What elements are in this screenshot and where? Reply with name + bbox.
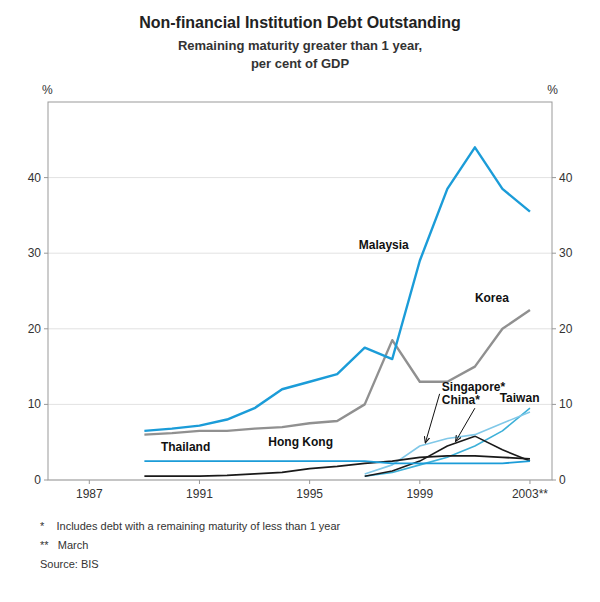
series-label: Malaysia [359, 238, 409, 252]
plot-frame [48, 102, 552, 480]
x-tick-label: 1991 [186, 487, 213, 501]
footnote: ** March [40, 539, 88, 551]
y2-tick-label: 30 [559, 246, 573, 260]
x-tick [309, 480, 310, 484]
line [144, 147, 530, 431]
series-label: China* [442, 393, 480, 407]
y-tick [44, 404, 48, 405]
x-tick [89, 480, 90, 484]
lines [144, 147, 530, 476]
y2-tick [552, 253, 556, 254]
y-tick [44, 253, 48, 254]
y2-tick-label: 20 [559, 322, 573, 336]
y2-tick [552, 328, 556, 329]
grid-line [48, 328, 552, 329]
y-tick-label: 20 [28, 322, 42, 336]
chart: Non-financial Institution Debt Outstandi… [0, 0, 600, 602]
grid [48, 178, 552, 480]
series-label: Thailand [161, 440, 210, 454]
y2-tick [552, 480, 556, 481]
y2-tick [552, 177, 556, 178]
line [365, 412, 530, 474]
y-axis-label: % [42, 83, 53, 97]
series-label: Korea [475, 291, 509, 305]
footnote: Source: BIS [40, 558, 99, 570]
footnote: * Includes debt with a remaining maturit… [40, 520, 341, 532]
y-tick-label: 40 [28, 171, 42, 185]
subtitle: Remaining maturity greater than 1 year, [178, 38, 422, 53]
x-tick-label: 1995 [296, 487, 323, 501]
grid-line [48, 177, 552, 178]
x-tick-label: 1999 [406, 487, 433, 501]
y2-tick-label: 0 [559, 473, 566, 487]
y-tick [44, 177, 48, 178]
x-tick [199, 480, 200, 484]
y2-tick-label: 10 [559, 397, 573, 411]
y-tick-label: 10 [28, 397, 42, 411]
y2-tick [552, 404, 556, 405]
series-label: Taiwan [500, 391, 540, 405]
x-tick [529, 480, 530, 484]
arrow [456, 408, 475, 441]
subtitle: per cent of GDP [251, 56, 350, 71]
grid-line [48, 253, 552, 254]
series-label: Hong Kong [268, 435, 333, 449]
y2-axis-label: % [547, 83, 558, 97]
series-label: Singapore* [442, 380, 506, 394]
arrow [425, 394, 439, 443]
y-tick [44, 480, 48, 481]
y-tick-label: 30 [28, 246, 42, 260]
line [144, 310, 530, 435]
y-tick [44, 328, 48, 329]
title: Non-financial Institution Debt Outstandi… [139, 14, 461, 31]
x-tick-label: 2003** [512, 487, 548, 501]
axes: 0 10 20 30 40 0 10 20 30 40 1987 1991 1995 1999 2003** [28, 171, 573, 501]
y-tick-label: 0 [34, 473, 41, 487]
y2-tick-label: 40 [559, 171, 573, 185]
line [365, 408, 530, 476]
line [144, 456, 530, 476]
series-labels: Malaysia Korea Thailand Hong Kong Singapore*… [161, 238, 540, 454]
x-tick [419, 480, 420, 484]
x-tick-label: 1987 [76, 487, 103, 501]
line [144, 461, 530, 463]
